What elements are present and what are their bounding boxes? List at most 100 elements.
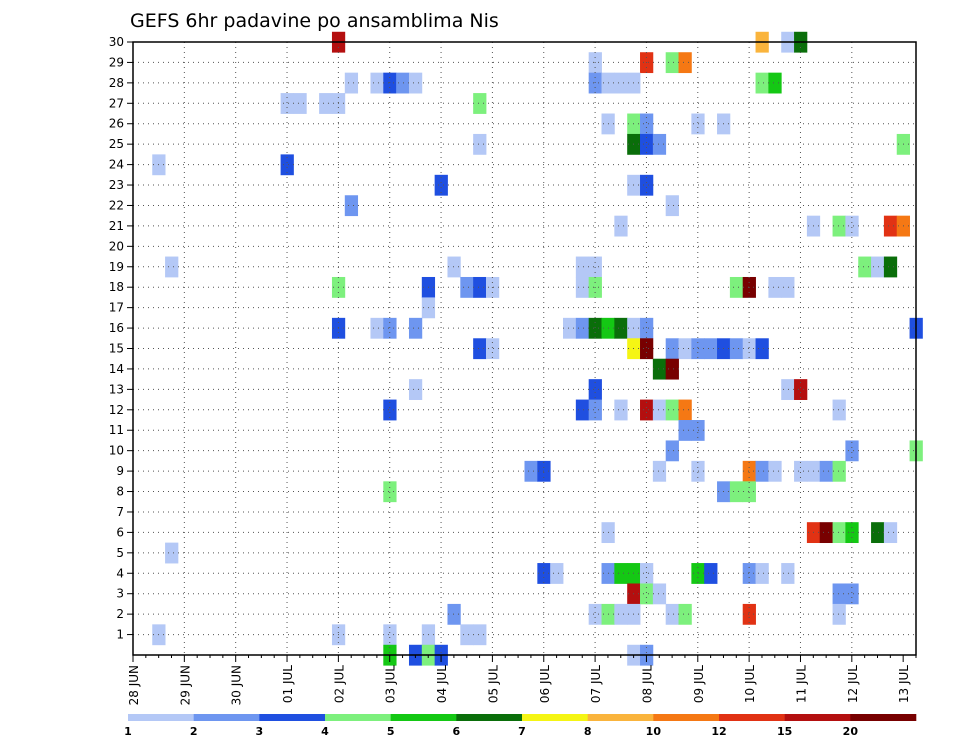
heatmap-cell: [755, 72, 769, 94]
heatmap-cell: [729, 338, 744, 360]
colorbar-swatch: [128, 714, 194, 721]
y-tick-label: 25: [109, 137, 124, 151]
heatmap-cell: [550, 563, 564, 584]
heatmap-cell: [408, 379, 423, 400]
heatmap-cell: [652, 460, 667, 482]
y-tick-label: 10: [109, 444, 124, 458]
heatmap-cell: [447, 603, 461, 625]
heatmap-cell: [344, 72, 359, 94]
heatmap-cell: [614, 215, 628, 237]
heatmap-cell: [640, 583, 654, 605]
y-tick-label: 29: [109, 55, 124, 69]
heatmap-cell: [691, 338, 705, 360]
colorbar-label: 4: [321, 725, 329, 738]
heatmap-cell: [575, 399, 590, 421]
colorbar-label: 7: [518, 725, 526, 738]
colorbar-swatch: [719, 714, 785, 721]
colorbar-label: 8: [584, 725, 592, 738]
heatmap-cell: [665, 195, 679, 217]
colorbar-swatch: [390, 714, 457, 721]
heatmap-cell: [883, 256, 898, 278]
heatmap-cell: [832, 399, 846, 421]
colorbar-swatch: [653, 714, 720, 721]
heatmap-cell: [678, 420, 692, 441]
colorbar-swatch: [522, 714, 588, 721]
x-tick-label: 01 JUL: [281, 665, 295, 703]
heatmap-cell: [370, 317, 384, 339]
heatmap-cell: [640, 174, 654, 196]
y-tick-label: 11: [109, 423, 124, 437]
heatmap-cell: [871, 256, 885, 278]
x-tick-label: 07 JUL: [589, 665, 603, 703]
x-tick-label: 04 JUL: [435, 665, 449, 703]
heatmap-cell: [781, 379, 795, 400]
heatmap-cell: [678, 338, 692, 360]
y-tick-label: 12: [109, 403, 124, 417]
y-tick-label: 27: [109, 96, 124, 110]
heatmap-cell: [473, 276, 487, 298]
colorbar: 1 2 3 4 5 6 7 8 10 12 15 20: [124, 714, 917, 738]
heatmap-cell: [383, 624, 397, 646]
heatmap-cell: [729, 276, 744, 298]
heatmap-cell: [640, 399, 654, 421]
heatmap-cell: [691, 113, 705, 135]
heatmap-cell: [614, 72, 628, 94]
heatmap-cell: [383, 481, 397, 503]
y-tick-label: 24: [109, 158, 124, 172]
heatmap-cell: [588, 72, 602, 94]
heatmap-cell: [781, 563, 795, 584]
x-tick-label: 12 JUL: [846, 665, 860, 703]
y-tick-label: 7: [116, 505, 124, 519]
heatmap-cell: [845, 215, 859, 237]
heatmap-cell: [742, 338, 756, 360]
heatmap-cell: [588, 379, 602, 400]
heatmap-cell: [473, 133, 487, 155]
heatmap-cell: [588, 256, 602, 278]
colorbar-swatch: [784, 714, 851, 721]
heatmap-cell: [485, 338, 500, 360]
colorbar-label: 1: [124, 725, 132, 738]
heatmap-cell: [460, 624, 474, 646]
y-tick-label: 28: [109, 76, 124, 90]
heatmap-cell: [640, 133, 654, 155]
heatmap-cell: [640, 563, 654, 584]
y-tick-label: 14: [109, 362, 124, 376]
y-tick-label: 2: [116, 607, 124, 621]
cells-layer: [152, 31, 923, 666]
heatmap-cell: [447, 256, 461, 278]
heatmap-cell: [344, 195, 359, 217]
heatmap-cell: [319, 93, 333, 114]
y-tick-label: 30: [109, 35, 124, 49]
heatmap-cell: [845, 583, 859, 605]
heatmap-cell: [691, 460, 705, 482]
x-tick-label: 29 JUN: [178, 665, 192, 705]
x-tick-label: 05 JUL: [486, 665, 500, 703]
heatmap-cell: [614, 317, 628, 339]
heatmap-cell: [729, 481, 744, 503]
heatmap-cell: [434, 174, 448, 196]
heatmap-cell: [652, 133, 667, 155]
heatmap-cell: [742, 481, 756, 503]
heatmap-cell: [768, 72, 782, 94]
heatmap-cell: [704, 338, 718, 360]
grid-layer: [133, 41, 916, 655]
colorbar-swatch: [456, 714, 523, 721]
x-tick-label: 09 JUL: [692, 665, 706, 703]
heatmap-cell: [408, 317, 423, 339]
heatmap-cell: [742, 603, 756, 625]
heatmap-cell: [781, 276, 795, 298]
y-tick-label: 23: [109, 178, 124, 192]
colorbar-swatch: [587, 714, 654, 721]
colorbar-label: 2: [190, 725, 198, 738]
heatmap-cell: [575, 256, 590, 278]
colorbar-swatch: [193, 714, 260, 721]
heatmap-cell: [665, 603, 679, 625]
heatmap-cell: [473, 338, 487, 360]
heatmap-cell: [678, 399, 692, 421]
heatmap-cell: [742, 460, 756, 482]
heatmap-cell: [588, 399, 602, 421]
heatmap-cell: [652, 399, 667, 421]
chart-title: GEFS 6hr padavine po ansamblima Nis: [130, 10, 499, 32]
y-tick-label: 20: [109, 239, 124, 253]
